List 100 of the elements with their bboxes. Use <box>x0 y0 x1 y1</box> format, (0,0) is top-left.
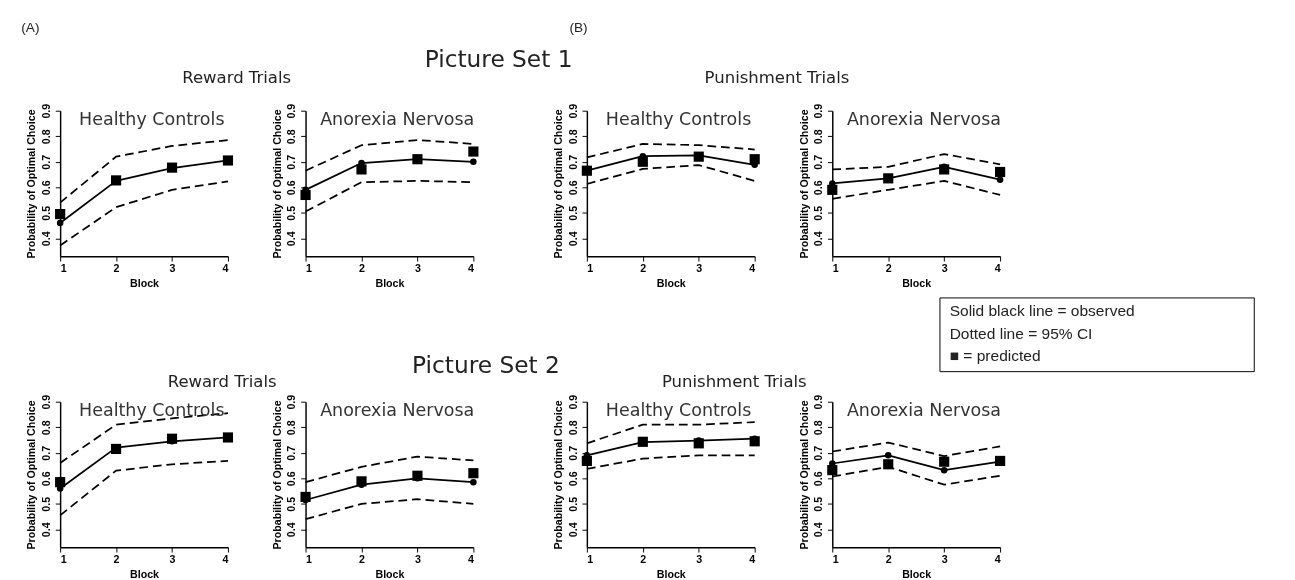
text: Picture Set 2 <box>412 350 560 378</box>
y-tick-label: 0.5 <box>566 205 579 221</box>
point <box>468 468 479 479</box>
y-axis-title: Probability of Optimal Choice <box>797 400 810 550</box>
text: Solid black line = observed <box>949 302 1135 320</box>
chart-title: Anorexia Nervosa <box>320 400 475 421</box>
x-tick-label: 3 <box>169 262 176 275</box>
x-tick-label: 2 <box>640 262 647 275</box>
x-tick-label: 2 <box>359 553 366 566</box>
x-tick-label: 1 <box>306 262 313 275</box>
chart-title: Healthy Controls <box>605 400 752 421</box>
point <box>468 146 479 157</box>
y-tick-label: 0.5 <box>39 205 52 221</box>
point <box>637 156 648 167</box>
x-tick-label: 1 <box>832 262 839 275</box>
point <box>939 456 950 467</box>
x-tick-label: 4 <box>994 553 1001 566</box>
y-tick-label: 0.9 <box>39 103 52 119</box>
chart-title: Healthy Controls <box>79 400 225 421</box>
text: Dotted line = 95% CI <box>949 324 1093 342</box>
y-axis-title: Probability of Optimal Choice <box>552 109 565 259</box>
x-axis-title: Block <box>656 567 686 580</box>
y-tick-label: 0.4 <box>39 522 52 538</box>
point <box>412 470 423 481</box>
y-tick-label: 0.7 <box>285 445 298 461</box>
y-tick-label: 0.9 <box>285 103 298 119</box>
point <box>300 189 311 201</box>
y-tick-label: 0.8 <box>285 420 298 436</box>
x-tick-label: 1 <box>306 553 313 566</box>
y-tick-label: 0.8 <box>566 420 579 436</box>
y-tick-label: 0.6 <box>39 471 52 487</box>
point <box>749 436 760 447</box>
y-tick-label: 0.8 <box>39 129 52 145</box>
x-tick-label: 1 <box>587 262 594 275</box>
x-tick-label: 3 <box>941 262 948 275</box>
chart-title: Anorexia Nervosa <box>846 400 1002 421</box>
x-tick-label: 4 <box>994 262 1001 275</box>
y-tick-label: 0.7 <box>566 445 579 461</box>
point <box>939 164 950 175</box>
point <box>996 176 1004 183</box>
x-tick-label: 4 <box>749 553 756 566</box>
x-axis-title: Block <box>902 567 932 580</box>
chart-title: Anorexia Nervosa <box>846 109 1002 130</box>
x-tick-label: 3 <box>169 553 176 566</box>
y-tick-label: 0.4 <box>285 231 298 247</box>
y-axis-title: Probability of Optimal Choice <box>552 400 565 550</box>
chart-title: Anorexia Nervosa <box>320 109 475 130</box>
point <box>110 443 122 455</box>
x-tick-label: 2 <box>885 553 892 566</box>
y-tick-label: 0.9 <box>39 394 52 410</box>
point <box>356 164 367 175</box>
x-tick-label: 1 <box>60 553 67 566</box>
y-tick-label: 0.9 <box>566 394 579 410</box>
point <box>356 476 367 487</box>
chart-title: Healthy Controls <box>605 109 752 130</box>
y-tick-label: 0.9 <box>812 394 825 410</box>
y-tick-label: 0.8 <box>812 129 825 145</box>
x-tick-label: 3 <box>414 553 421 566</box>
y-tick-label: 0.5 <box>812 496 825 512</box>
y-tick-label: 0.8 <box>812 420 825 436</box>
point <box>56 219 64 227</box>
y-tick-label: 0.5 <box>39 496 52 512</box>
x-tick-label: 4 <box>467 553 474 566</box>
text: Punishment Trials <box>661 372 807 392</box>
y-tick-label: 0.6 <box>39 180 52 196</box>
point <box>693 438 704 449</box>
y-tick-label: 0.9 <box>566 103 579 119</box>
chart-title: Healthy Controls <box>79 109 225 130</box>
point <box>827 465 838 476</box>
y-tick-label: 0.5 <box>812 205 825 221</box>
x-axis-title: Block <box>375 276 405 289</box>
x-axis-title: Block <box>656 276 686 289</box>
y-tick-label: 0.7 <box>566 154 579 170</box>
point <box>827 184 838 195</box>
text: Reward Trials <box>167 372 277 392</box>
y-tick-label: 0.4 <box>812 231 825 247</box>
y-tick-label: 0.5 <box>285 205 298 221</box>
text: Punishment Trials <box>704 67 850 87</box>
y-tick-label: 0.6 <box>566 180 579 196</box>
x-tick-label: 2 <box>640 553 647 566</box>
y-tick-label: 0.6 <box>812 471 825 487</box>
x-tick-label: 1 <box>587 553 594 566</box>
point <box>470 478 477 486</box>
y-axis-title: Probability of Optimal Choice <box>270 109 283 259</box>
x-tick-label: 4 <box>467 262 474 275</box>
y-tick-label: 0.6 <box>285 180 298 196</box>
x-tick-label: 1 <box>832 553 839 566</box>
x-tick-label: 3 <box>414 262 421 275</box>
text: ■ = predicted <box>949 346 1041 364</box>
x-tick-label: 3 <box>696 262 703 275</box>
point <box>940 466 948 474</box>
point <box>884 452 892 459</box>
x-tick-label: 4 <box>749 262 756 275</box>
x-axis-title: Block <box>375 567 405 580</box>
x-tick-label: 3 <box>941 553 948 566</box>
text: (B) <box>569 20 588 36</box>
y-tick-label: 0.7 <box>39 445 52 461</box>
y-tick-label: 0.5 <box>285 496 298 512</box>
y-axis-title: Probability of Optimal Choice <box>270 400 283 550</box>
y-tick-label: 0.6 <box>812 180 825 196</box>
